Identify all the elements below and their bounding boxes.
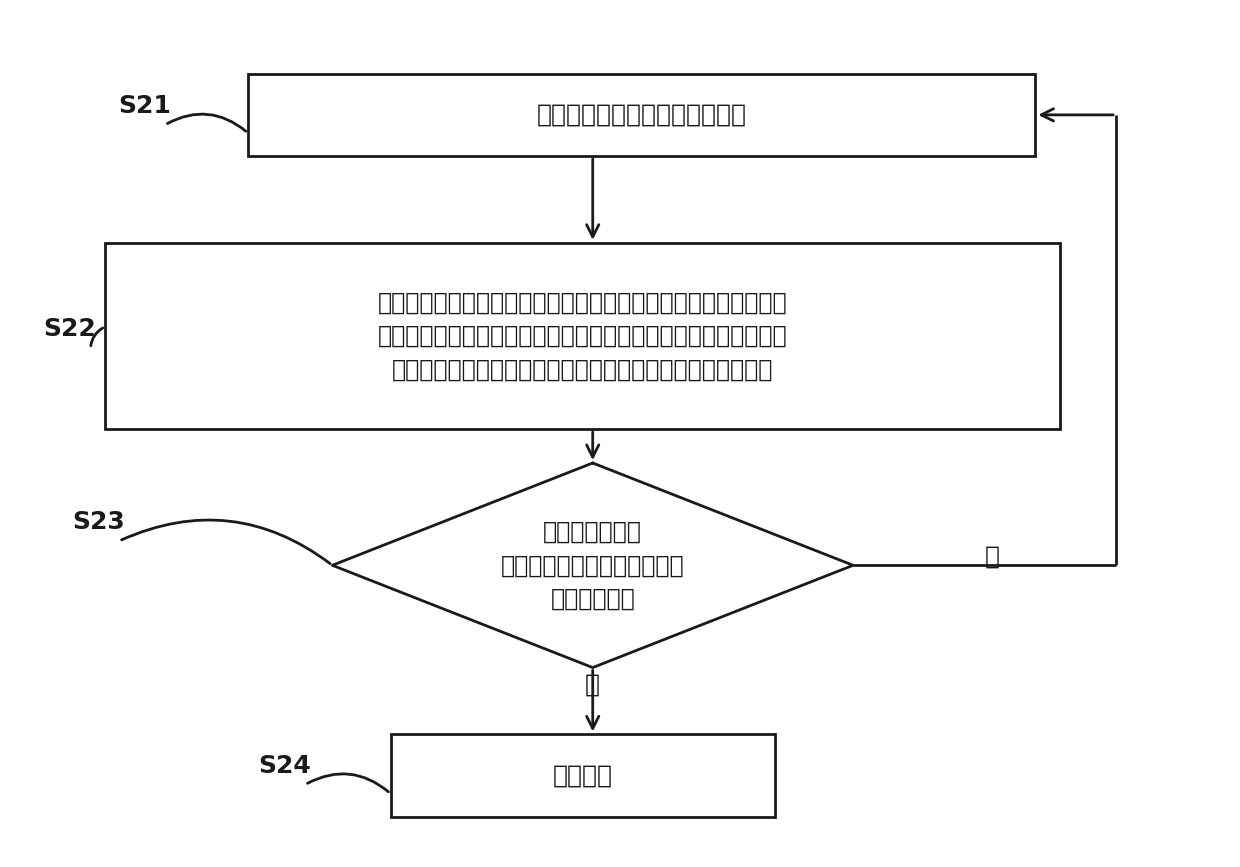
Bar <box>391 734 775 817</box>
Text: 是: 是 <box>585 673 600 697</box>
Text: 判断所述裸导体
与固定线夹的接触电阻值是否
大于设定阈值: 判断所述裸导体 与固定线夹的接触电阻值是否 大于设定阈值 <box>501 520 684 610</box>
Bar <box>248 74 1035 156</box>
Text: S24: S24 <box>258 753 311 778</box>
Text: 采集所述裸导体的热巡实际温度: 采集所述裸导体的热巡实际温度 <box>537 103 746 127</box>
Bar <box>105 243 1060 429</box>
Text: S22: S22 <box>43 317 97 342</box>
Text: 进行预警: 进行预警 <box>553 764 613 787</box>
Text: S23: S23 <box>72 510 125 534</box>
Text: S21: S21 <box>118 94 171 118</box>
Text: 否: 否 <box>985 544 999 569</box>
Text: 根据所述裸导体的实时载流值、做功时间、所述裸导体的比热容、
固定所述裸导体与设备的固定线夹质量、热巡实际温度以及所述裸
导体的理论温度确定所述裸导体与所述固定线: 根据所述裸导体的实时载流值、做功时间、所述裸导体的比热容、 固定所述裸导体与设备… <box>378 290 787 381</box>
